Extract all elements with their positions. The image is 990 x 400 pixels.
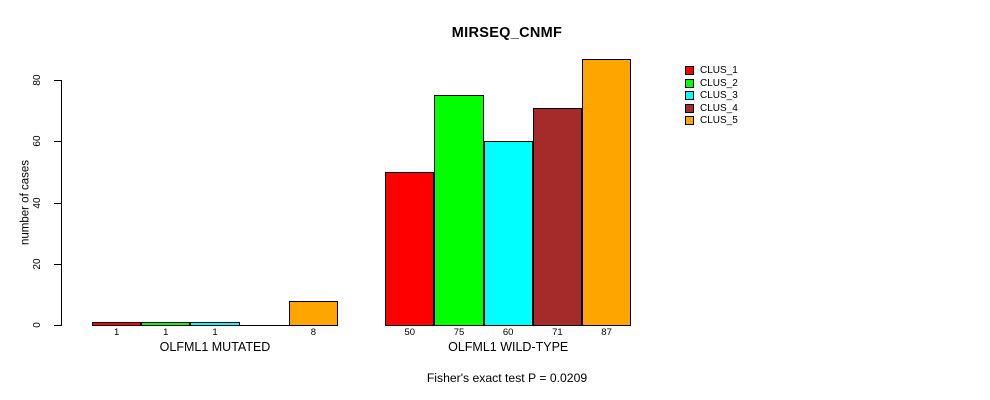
- legend-label: CLUS_4: [700, 102, 738, 114]
- bar: [483, 141, 533, 326]
- bar-value-label: 1: [163, 326, 169, 338]
- bar: [141, 321, 191, 326]
- bar-value-label: 50: [404, 326, 416, 338]
- legend-swatch: [685, 116, 694, 126]
- y-tick-label: 0: [32, 322, 43, 328]
- fisher-test-annotation: Fisher's exact test P = 0.0209: [426, 371, 588, 385]
- legend-swatch: [685, 66, 694, 75]
- bar: [288, 300, 338, 326]
- legend: CLUS_1 CLUS_2 CLUS_3 CLUS_4 CLUS_5: [685, 66, 738, 129]
- y-tick-label: 20: [32, 258, 43, 270]
- bar: [385, 171, 435, 326]
- group-label: OLFML1 WILD-TYPE: [448, 340, 569, 354]
- bar: [190, 321, 240, 326]
- y-axis-label: number of cases: [19, 160, 32, 246]
- legend-item: CLUS_4: [685, 102, 738, 114]
- group-label: OLFML1 MUTATED: [159, 340, 271, 354]
- legend-item: CLUS_2: [685, 77, 738, 89]
- legend-swatch: [685, 78, 694, 88]
- legend-item: CLUS_3: [685, 90, 738, 102]
- y-tick-label: 40: [32, 196, 43, 209]
- bar: [582, 58, 632, 326]
- y-axis-line: [61, 80, 62, 326]
- bar-value-label: 87: [601, 326, 612, 338]
- bar-value-label: 71: [552, 326, 563, 338]
- legend-label: CLUS_1: [700, 65, 738, 76]
- y-tick: [54, 80, 61, 81]
- legend-swatch: [685, 91, 694, 101]
- y-tick: [54, 202, 61, 204]
- legend-label: CLUS_5: [700, 115, 738, 127]
- bar: [92, 321, 142, 326]
- y-tick: [54, 141, 61, 143]
- bar-value-label: 8: [310, 326, 317, 338]
- y-tick: [54, 263, 61, 265]
- bar-value-label: 60: [502, 326, 514, 338]
- legend-swatch: [685, 103, 694, 113]
- bar: [532, 107, 582, 326]
- y-tick: [54, 325, 61, 326]
- legend-item: CLUS_5: [685, 115, 738, 127]
- bar-value-label: 1: [113, 326, 120, 338]
- y-tick-label: 80: [32, 74, 43, 86]
- bar: [434, 95, 484, 326]
- chart-title: MIRSEQ_CNMF: [451, 25, 563, 41]
- bar-value-label: 1: [212, 326, 218, 338]
- y-tick-label: 60: [32, 135, 43, 147]
- legend-label: CLUS_3: [700, 90, 738, 102]
- legend-item: CLUS_1: [685, 65, 738, 76]
- bar-value-label: 75: [453, 326, 465, 338]
- legend-label: CLUS_2: [700, 77, 738, 89]
